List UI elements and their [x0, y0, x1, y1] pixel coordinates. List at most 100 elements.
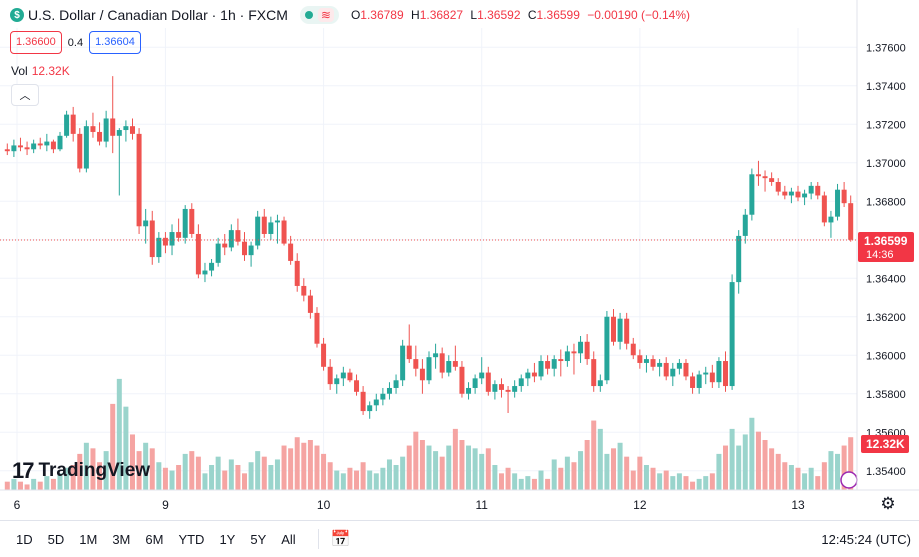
candle-body — [525, 372, 531, 379]
volume-bar — [498, 473, 504, 490]
volume-bar — [716, 453, 722, 490]
gear-icon[interactable]: ⚙ — [880, 494, 896, 513]
volume-bar — [255, 451, 261, 490]
volume-bar — [242, 473, 248, 490]
candle-body — [452, 361, 458, 367]
candle-body — [690, 376, 696, 388]
candle-body — [17, 145, 23, 148]
buy-button[interactable]: 1.36604 — [89, 31, 141, 54]
collapse-legend-button[interactable]: ︿ — [11, 84, 39, 106]
timeframe-1y[interactable]: 1Y — [219, 531, 236, 547]
volume-bar — [268, 465, 274, 490]
candle-body — [288, 243, 294, 261]
volume-legend[interactable]: Vol 12.32K — [11, 64, 70, 78]
candle-body — [373, 399, 379, 406]
volume-bar — [103, 451, 109, 490]
candle-body — [64, 114, 70, 136]
calendar-icon[interactable]: 📅 — [330, 531, 351, 548]
change-value: −0.00190 (−0.14%) — [587, 8, 690, 22]
volume-bar — [749, 417, 755, 490]
candle-body — [242, 241, 248, 256]
candle-body — [103, 118, 109, 142]
symbol-title[interactable]: U.S. Dollar / Canadian Dollar · 1h · FXC… — [28, 7, 288, 23]
tradingview-logo[interactable]: 17 TradingView — [12, 458, 150, 484]
candle-body — [821, 195, 827, 223]
ohlc-values: O1.36789 H1.36827 L1.36592 C1.36599 −0.0… — [351, 8, 694, 22]
volume-bar — [505, 467, 511, 490]
volume-bar — [307, 440, 313, 490]
timeframe-1d[interactable]: 1D — [16, 531, 33, 547]
volume-bar — [729, 428, 735, 490]
candle-body — [696, 374, 702, 388]
volume-bar — [802, 473, 808, 490]
candle-body — [769, 178, 775, 182]
volume-bar — [485, 448, 491, 490]
timeframe-3m[interactable]: 3M — [112, 531, 131, 547]
volume-bar — [591, 420, 597, 490]
timeframe-5d[interactable]: 5D — [47, 531, 65, 547]
candle-body — [169, 232, 175, 246]
x-tick-label: 10 — [317, 498, 331, 512]
candle-body — [123, 126, 129, 131]
volume-bar — [815, 476, 821, 490]
candle-body — [24, 147, 30, 150]
volume-bar — [624, 456, 630, 490]
candle-body — [386, 387, 392, 394]
sell-button[interactable]: 1.36600 — [10, 31, 62, 54]
market-status-pill[interactable]: ≋ — [299, 6, 339, 24]
toolbar-divider — [317, 529, 319, 549]
candle-body — [485, 372, 491, 392]
candle-body — [498, 384, 504, 390]
volume-bar — [835, 453, 841, 490]
y-tick-label: 1.37400 — [866, 81, 906, 93]
countdown-label: 14:36 — [866, 249, 894, 261]
candle-body — [209, 262, 215, 271]
candle-body — [670, 368, 676, 377]
volume-bar — [466, 445, 472, 490]
volume-bar — [650, 467, 656, 490]
candle-body — [650, 359, 656, 367]
candle-body — [657, 362, 663, 367]
timeframe-ytd[interactable]: YTD — [178, 531, 205, 547]
candle-body — [162, 237, 168, 246]
candle-body — [716, 361, 722, 383]
volume-bar — [709, 473, 715, 490]
volume-bar — [723, 445, 729, 490]
volume-bar — [360, 462, 366, 490]
volume-bar — [294, 437, 300, 490]
volume-bar — [110, 403, 116, 490]
timeframe-6m[interactable]: 6M — [145, 531, 164, 547]
high-value: 1.36827 — [419, 8, 464, 22]
timeframe-1m[interactable]: 1M — [79, 531, 98, 547]
candle-body — [189, 208, 195, 234]
volume-bar — [4, 481, 10, 490]
utc-clock[interactable]: 12:45:24 (UTC) — [821, 531, 911, 547]
volume-bar — [584, 440, 590, 490]
candle-body — [545, 361, 551, 369]
candle-body — [723, 361, 729, 387]
dollar-icon: $ — [10, 8, 24, 22]
volume-bar — [828, 451, 834, 490]
volume-bar — [380, 467, 386, 490]
y-tick-label: 1.37600 — [866, 42, 906, 54]
volume-bar — [83, 442, 89, 490]
candle-body — [202, 270, 208, 275]
price-chart[interactable]: 1.37600 1.37400 1.37200 1.37000 1.36800 1.366… — [0, 0, 919, 520]
quote-panel: 1.36600 0.4 1.36604 — [10, 31, 141, 54]
candle-body — [360, 391, 366, 412]
logo-text: TradingView — [38, 460, 151, 481]
candle-body — [248, 245, 254, 256]
candle-body — [808, 185, 814, 194]
timeframe-5y[interactable]: 5Y — [250, 531, 267, 547]
volume-bar — [136, 451, 142, 490]
timeframe-all[interactable]: All — [281, 531, 296, 547]
volume-bar — [70, 465, 76, 490]
volume-bar — [44, 476, 50, 490]
candle-body — [11, 145, 17, 152]
candle-body — [584, 341, 590, 360]
chevron-up-icon: ︿ — [19, 90, 31, 102]
volume-bar — [571, 462, 577, 490]
volume-bar — [261, 456, 267, 490]
candle-body — [749, 174, 755, 215]
volume-bar — [235, 465, 241, 490]
